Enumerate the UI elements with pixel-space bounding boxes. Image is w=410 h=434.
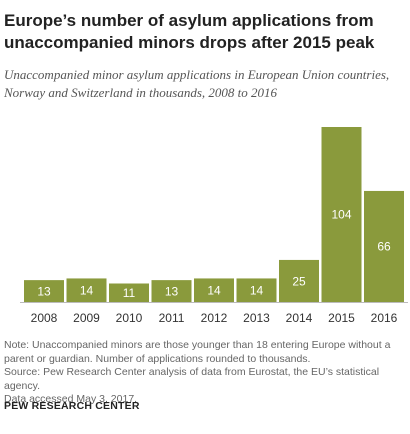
bar-2008	[24, 280, 64, 302]
bar-2015	[321, 127, 362, 302]
bar-value-label-2008: 13	[37, 285, 51, 299]
bar-2011	[151, 280, 192, 302]
x-tick-label-2009: 2009	[73, 311, 100, 325]
bar-2009	[66, 278, 107, 302]
x-tick-label-2010: 2010	[116, 311, 143, 325]
note-line-1: Note: Unaccompanied minors are those you…	[4, 339, 391, 351]
note-line-2: parent or guardian. Number of applicatio…	[4, 352, 311, 365]
bar-2010	[109, 283, 149, 302]
bar-value-label-2014: 25	[292, 274, 306, 288]
x-tick-label-2016: 2016	[371, 311, 398, 325]
chart-subtitle-line-1: Unaccompanied minor asylum applications …	[4, 67, 390, 82]
x-tick-label-2013: 2013	[243, 311, 270, 325]
bar-value-label-2013: 14	[250, 284, 264, 298]
chart-title: Europe’s number of asylum applications f…	[4, 10, 404, 54]
pew-research-center-logo: PEW RESEARCH CENTER	[4, 400, 140, 412]
bar-value-label-2015: 104	[331, 208, 351, 222]
bar-2014	[279, 259, 319, 302]
x-tick-label-2014: 2014	[286, 311, 313, 325]
chart-notes: Note: Unaccompanied minors are those you…	[4, 339, 406, 407]
bar-value-label-2011: 13	[165, 285, 179, 299]
bar-2016	[364, 190, 404, 302]
source-line-1: Source: Pew Research Center analysis of …	[4, 366, 380, 392]
chart-title-line-2: unaccompanied minors drops after 2015 pe…	[4, 33, 375, 52]
x-tick-label-2008: 2008	[31, 311, 58, 325]
bar-value-label-2016: 66	[377, 239, 391, 253]
chart-subtitle: Unaccompanied minor asylum applications …	[4, 66, 406, 102]
x-tick-label-2015: 2015	[328, 311, 355, 325]
bar-2012	[194, 278, 234, 302]
bar-2013	[236, 278, 277, 302]
bar-value-label-2009: 14	[80, 284, 94, 298]
bar-value-label-2010: 11	[123, 286, 136, 300]
source-line-2: Data accessed May 3, 2017.	[4, 393, 138, 405]
chart-title-line-1: Europe’s number of asylum applications f…	[4, 11, 374, 30]
bar-value-label-2012: 14	[207, 284, 221, 298]
chart-subtitle-line-2: Norway and Switzerland in thousands, 200…	[4, 85, 278, 100]
x-tick-label-2012: 2012	[201, 311, 228, 325]
x-tick-label-2011: 2011	[159, 311, 185, 325]
bar-chart: 13 2008 14 2009 11 2010 13 2011 14 2012 14 2013 25 20…	[20, 127, 408, 325]
